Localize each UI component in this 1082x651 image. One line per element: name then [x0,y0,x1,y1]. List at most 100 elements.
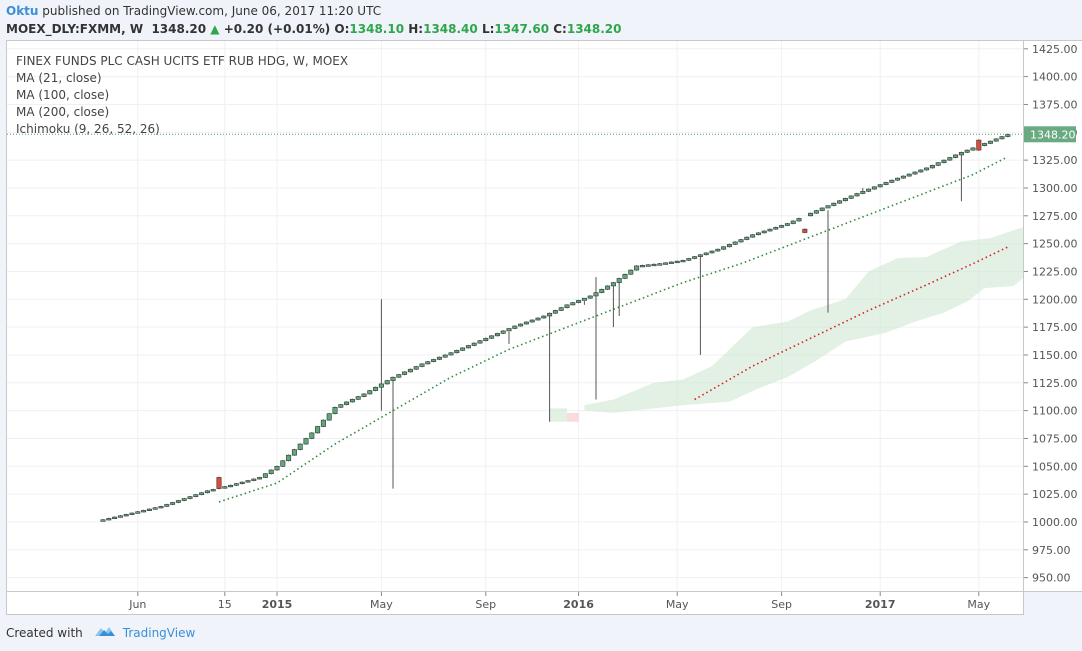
legend-ma-100[interactable]: MA (100, close) [16,88,110,102]
bullish-candle [100,519,106,522]
bullish-candle [610,282,616,287]
bullish-candle [929,165,935,169]
bullish-candle [593,292,599,297]
bullish-candle [309,432,315,439]
bullish-candle [808,212,814,217]
open-label: O: [334,22,350,36]
y-tick-label: 1425.00 [1032,43,1078,56]
last-price-tag-label: 1348.20 [1030,128,1076,141]
bullish-candle [431,359,437,362]
bullish-candle [361,393,367,397]
x-tick-label: 2015 [262,598,293,611]
bullish-candle [680,260,686,263]
x-tick-label: May [967,598,990,611]
bullish-candle [871,186,877,190]
tradingview-cloud-icon[interactable] [93,624,117,641]
bullish-candle [494,333,500,337]
bullish-candle [860,191,866,194]
bullish-candle [958,152,964,156]
bullish-candle [390,376,396,381]
bullish-candle [825,205,831,209]
price-chart-svg[interactable] [7,41,1023,591]
time-axis[interactable]: Jun152015MaySep2016MaySep2017MaySep [6,592,1024,615]
bullish-candle [987,140,993,144]
author-name[interactable]: Oktu [6,4,39,18]
y-tick-label: 1325.00 [1032,154,1078,167]
ichimoku-cloud-start [549,408,567,422]
bullish-candle [877,184,883,188]
bullish-candle [674,260,680,264]
bullish-candle [535,317,541,321]
legend-symbol-title[interactable]: FINEX FUNDS PLC CASH UCITS ETF RUB HDG, … [16,54,349,68]
up-arrow-icon: ▲ [210,22,220,36]
y-tick-label: 1225.00 [1032,265,1078,278]
y-tick-label: 1375.00 [1032,98,1078,111]
bullish-candle [639,265,645,268]
bullish-candle [257,477,263,480]
chart-plot-area[interactable] [6,40,1024,592]
bullish-candle [941,159,947,164]
bullish-candle [129,512,135,515]
bullish-candle [587,295,593,299]
bullish-candle [552,310,558,314]
bullish-candle [407,368,413,373]
bullish-candle [813,210,819,214]
bullish-candle [541,315,547,319]
legend-ma-200[interactable]: MA (200, close) [16,105,110,119]
bullish-candle [790,220,796,224]
bullish-candle [181,498,187,501]
price-change: +0.20 (+0.01%) [223,22,331,36]
legend-ichimoku[interactable]: Ichimoku (9, 26, 52, 26) [16,122,160,136]
bullish-candle [338,404,344,408]
bullish-candle [303,438,309,445]
y-tick-label: 1200.00 [1032,293,1078,306]
price-axis[interactable]: 1425.001400.001375.001350.001325.001300.… [1024,40,1082,592]
y-tick-label: 1250.00 [1032,238,1078,251]
bullish-candle [529,319,535,323]
y-tick-label: 1050.00 [1032,460,1078,473]
x-tick-label: 2016 [563,598,594,611]
bullish-candle [274,466,280,471]
bullish-candle [454,350,460,354]
bullish-candle [993,138,999,142]
bullish-candle [906,173,912,177]
bullish-candle [320,419,326,427]
bullish-candle [222,486,228,489]
bullish-candle [599,288,605,293]
bullish-candle [239,481,245,485]
bullish-candle [187,496,193,499]
bullish-candle [744,236,750,240]
bullish-candle [912,171,918,175]
bullish-candle [106,518,112,521]
bullish-candle [622,273,628,279]
x-tick-label: Sep [475,598,496,611]
bullish-candle [297,443,303,450]
y-tick-label: 1300.00 [1032,182,1078,195]
bullish-candle [970,147,976,151]
bullish-candle [721,246,727,250]
bullish-candle [402,371,408,375]
bullish-candle [523,321,529,325]
bullish-candle [489,335,495,339]
bullish-candle [883,182,889,185]
ohlc-header: MOEX_DLY:FXMM, W 1348.20 ▲ +0.20 (+0.01%… [6,22,622,36]
bullish-candle [842,198,848,202]
bullish-candle [396,374,402,378]
tradingview-brand[interactable]: TradingView [122,625,196,640]
legend-ma-21[interactable]: MA (21, close) [16,71,102,85]
bullish-candle [146,508,152,511]
bullish-candle [866,188,872,192]
bullish-candle [576,300,582,303]
published-text: published on TradingView.com, June 06, 2… [42,4,382,18]
ichimoku-cloud [584,227,1023,413]
bullish-candle [332,406,338,414]
x-tick-label: May [666,598,689,611]
bullish-candle [663,262,669,265]
bullish-candle [483,337,489,341]
bullish-candle [506,328,512,332]
y-tick-label: 1275.00 [1032,210,1078,223]
indicator-legend: FINEX FUNDS PLC CASH UCITS ETF RUB HDG, … [16,53,348,138]
bullish-candle [779,225,785,228]
bullish-candle [616,278,622,283]
bullish-candle [964,149,970,153]
